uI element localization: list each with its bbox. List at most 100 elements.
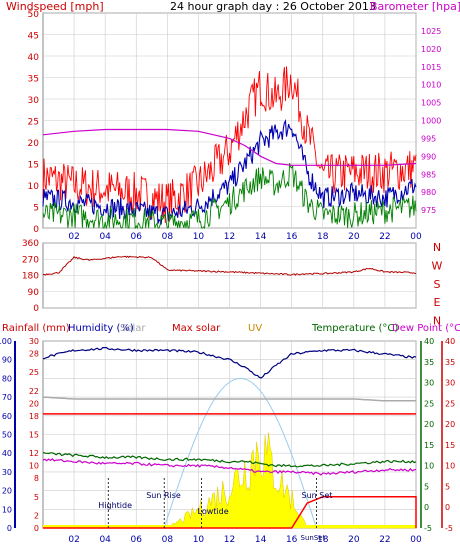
- rainfall-tick-label: 5: [34, 493, 39, 502]
- barometer-tick-label: 995: [421, 134, 436, 143]
- windspeed-y-ticks: 0 5 10 15 20 25 30 35 40 45 50: [28, 10, 40, 235]
- dewpoint-tick-label: 15: [445, 441, 455, 450]
- wind-x-tick-label: 22: [379, 232, 390, 242]
- wind-x-tick-label: 20: [348, 232, 360, 242]
- climate-x-tick-label: 10: [193, 535, 205, 545]
- dewpoint-tick-label: -5: [445, 524, 453, 533]
- temperature-tick-label: 0: [424, 503, 429, 512]
- barometer-line: [42, 128, 417, 166]
- temperature-line: [42, 451, 417, 468]
- barometer-tick-label: 1015: [421, 63, 441, 72]
- sunset-label: Sun Set: [302, 491, 333, 500]
- wind-x-tick-label: 04: [99, 232, 111, 242]
- humidity-tick-label: 80: [2, 374, 12, 383]
- humidity-tick-label: 50: [2, 431, 12, 440]
- temperature-tick-label: 30: [424, 379, 434, 388]
- wind-x-tick-label: 06: [131, 232, 143, 242]
- direction-grid: [43, 242, 417, 309]
- rainfall-tick-label: 12: [29, 449, 39, 458]
- barometer-tick-label: 1025: [421, 27, 441, 36]
- climate-x-tick-label: 12: [224, 535, 235, 545]
- climate-x-tick-label: 16: [286, 535, 298, 545]
- barometer-tick-label: 975: [421, 206, 436, 215]
- rain-line: [43, 496, 417, 529]
- sunset-bottom-label: SunSet: [301, 534, 326, 542]
- temperature-tick-label: 15: [424, 441, 434, 450]
- wind-average-series: [42, 119, 417, 225]
- barometer-tick-label: 1010: [421, 81, 441, 90]
- humidity-tick-label: 0: [7, 524, 12, 533]
- dewpoint-tick-label: 35: [445, 358, 455, 367]
- climate-x-tick-label: 04: [99, 535, 111, 545]
- wind-x-ticks: 02 04 06 08 10 12 14 16 18 20 22 00: [68, 232, 422, 242]
- climate-series: [42, 346, 417, 529]
- windspeed-tick-label: 35: [28, 75, 39, 85]
- barometer-axis-label: Barometer [hpa]: [370, 0, 460, 13]
- barometer-tick-label: 985: [421, 170, 436, 179]
- windspeed-tick-label: 40: [28, 53, 40, 63]
- humidity-tick-label: 100: [0, 337, 12, 346]
- wind-low-series: [42, 162, 417, 230]
- wind-x-tick-label: 16: [286, 232, 298, 242]
- max-solar-label: Max solar: [172, 323, 221, 334]
- solar-line: [42, 396, 416, 402]
- rainfall-tick-label: 2: [34, 512, 39, 521]
- temperature-tick-label: 40: [424, 337, 434, 346]
- wind-x-tick-label: 00: [410, 232, 422, 242]
- windspeed-tick-label: 10: [28, 182, 40, 192]
- temperature-label: Temperature (°C): [311, 323, 398, 334]
- humidity-tick-label: 30: [2, 468, 12, 477]
- dewpoint-tick-label: 20: [445, 420, 455, 429]
- dewpoint-tick-label: 40: [445, 337, 455, 346]
- compass-label: W: [432, 259, 443, 272]
- direction-y-ticks: 0 90 180 270 360: [22, 239, 39, 314]
- dewpoint-tick-label: 30: [445, 379, 455, 388]
- wind-x-tick-label: 14: [255, 232, 267, 242]
- climate-x-tick-label: 00: [410, 535, 422, 545]
- direction-tick-label: 180: [22, 272, 39, 282]
- wind-x-tick-label: 08: [162, 232, 174, 242]
- windspeed-tick-label: 45: [28, 32, 39, 42]
- rainfall-tick-label: 20: [29, 399, 39, 408]
- climate-x-tick-label: 14: [255, 535, 267, 545]
- climate-x-tick-label: 20: [348, 535, 360, 545]
- uv-label: UV: [248, 323, 262, 334]
- climate-x-tick-label: 08: [162, 535, 174, 545]
- direction-tick-label: 360: [22, 239, 39, 249]
- tide-sun-annotations: Hightide Sun Rise Lowtide Sun Set SunSet: [98, 478, 332, 542]
- rainfall-tick-label: 28: [29, 349, 39, 358]
- dewpoint-tick-label: 5: [445, 482, 450, 491]
- windspeed-tick-label: 5: [33, 204, 39, 214]
- windspeed-tick-label: 25: [28, 118, 39, 128]
- climate-x-tick-label: 02: [68, 535, 79, 545]
- climate-x-tick-label: 22: [379, 535, 390, 545]
- temperature-tick-label: 25: [424, 399, 434, 408]
- barometer-tick-label: 1020: [421, 45, 441, 54]
- wind-x-tick-label: 02: [68, 232, 79, 242]
- rainfall-tick-label: 18: [29, 412, 39, 421]
- max-solar-arc: [163, 377, 317, 529]
- windspeed-tick-label: 30: [28, 96, 40, 106]
- humidity-line: [42, 346, 417, 379]
- rainfall-tick-label: 30: [29, 337, 39, 346]
- wind-series: [42, 66, 417, 230]
- wind-panel: Windspeed [mph] 24 hour graph day : 26 O…: [6, 0, 460, 242]
- rainfall-tick-label: 10: [29, 462, 39, 471]
- rainfall-tick-label: 22: [29, 387, 39, 396]
- dew-point-label: Dew Point (°C): [392, 323, 460, 334]
- humidity-tick-label: 40: [2, 449, 12, 458]
- sunrise-label: Sun Rise: [146, 491, 181, 500]
- windspeed-tick-label: 50: [28, 10, 40, 20]
- dew-point-line: [42, 457, 417, 476]
- dewpoint-tick-label: 25: [445, 399, 455, 408]
- humidity-tick-label: 90: [2, 356, 12, 365]
- temperature-tick-label: 10: [424, 462, 434, 471]
- wind-gust-series: [42, 66, 417, 224]
- windspeed-tick-label: 0: [33, 225, 39, 235]
- solar-label: Solar: [120, 323, 146, 334]
- wind-x-tick-label: 18: [317, 232, 329, 242]
- temperature-tick-label: 5: [424, 482, 429, 491]
- wind-direction-line: [42, 255, 417, 276]
